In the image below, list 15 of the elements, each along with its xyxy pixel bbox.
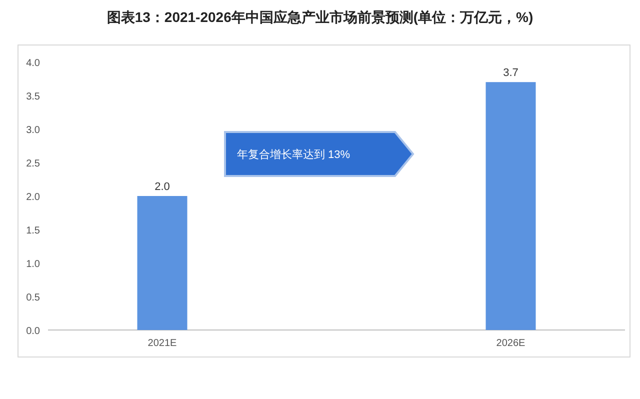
y-tick-label: 0.5 [26,292,40,304]
data-label: 2.0 [154,181,170,193]
x-tick-label: 2026E [496,338,526,349]
y-tick-label: 4.0 [26,58,40,69]
x-tick-label: 2021E [148,338,178,349]
y-tick-label: 1.5 [26,226,40,236]
y-tick-label: 3.0 [26,125,40,136]
y-tick-label: 0.0 [26,326,40,337]
chart-title: 图表13：2021-2026年中国应急产业市场前景预测(单位：万亿元，%) [106,9,534,25]
data-label: 3.7 [503,67,518,80]
y-tick-label: 2.5 [26,158,40,170]
y-tick-label: 1.0 [26,259,40,270]
y-tick-label: 3.5 [26,92,40,102]
y-tick-label: 2.0 [26,192,40,203]
annotation: 年复合增长率达到 13% [237,148,350,161]
